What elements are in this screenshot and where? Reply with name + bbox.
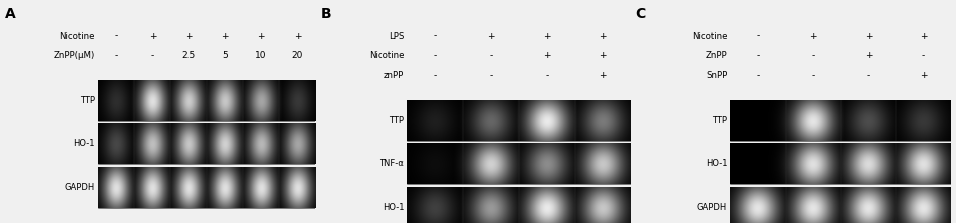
Bar <box>730 187 951 223</box>
Text: GAPDH: GAPDH <box>65 183 95 192</box>
Text: +: + <box>810 31 817 41</box>
Bar <box>407 100 631 141</box>
Text: -: - <box>756 31 760 41</box>
Text: -: - <box>756 52 760 60</box>
Text: HO-1: HO-1 <box>74 139 95 148</box>
Text: -: - <box>812 71 815 80</box>
Text: C: C <box>636 7 646 21</box>
Text: +: + <box>148 31 156 41</box>
Text: -: - <box>489 71 492 80</box>
Text: +: + <box>920 31 927 41</box>
Text: SnPP: SnPP <box>706 71 728 80</box>
Text: 5: 5 <box>222 52 228 60</box>
Text: 2.5: 2.5 <box>182 52 196 60</box>
Text: +: + <box>221 31 228 41</box>
Text: +: + <box>599 71 607 80</box>
Bar <box>407 143 631 184</box>
Text: 10: 10 <box>255 52 267 60</box>
Text: -: - <box>115 52 118 60</box>
Text: znPP: znPP <box>384 71 404 80</box>
Text: TTP: TTP <box>80 96 95 105</box>
Text: +: + <box>599 52 607 60</box>
Text: A: A <box>5 7 15 21</box>
Text: +: + <box>543 31 551 41</box>
Text: +: + <box>599 31 607 41</box>
Text: -: - <box>546 71 549 80</box>
Bar <box>407 187 631 223</box>
Bar <box>98 124 315 164</box>
Text: TTP: TTP <box>712 116 728 125</box>
Text: GAPDH: GAPDH <box>697 203 728 212</box>
Text: +: + <box>920 71 927 80</box>
Text: Nicotine: Nicotine <box>692 31 728 41</box>
Text: B: B <box>320 7 331 21</box>
Text: -: - <box>867 71 870 80</box>
Text: Nicotine: Nicotine <box>369 52 404 60</box>
Text: TTP: TTP <box>389 116 404 125</box>
Text: -: - <box>756 71 760 80</box>
Text: +: + <box>864 31 872 41</box>
Text: +: + <box>543 52 551 60</box>
Text: 20: 20 <box>292 52 303 60</box>
Text: -: - <box>489 52 492 60</box>
Text: +: + <box>257 31 265 41</box>
Bar <box>98 167 315 208</box>
Text: +: + <box>864 52 872 60</box>
Text: -: - <box>812 52 815 60</box>
Text: Nicotine: Nicotine <box>59 31 95 41</box>
Text: -: - <box>115 31 118 41</box>
Bar <box>730 143 951 184</box>
Text: LPS: LPS <box>389 31 404 41</box>
Text: -: - <box>434 71 437 80</box>
Bar <box>98 80 315 121</box>
Text: HO-1: HO-1 <box>706 159 728 168</box>
Text: +: + <box>293 31 301 41</box>
Text: -: - <box>434 52 437 60</box>
Text: -: - <box>151 52 154 60</box>
Text: TNF-α: TNF-α <box>380 159 404 168</box>
Text: HO-1: HO-1 <box>382 203 404 212</box>
Text: +: + <box>185 31 192 41</box>
Text: -: - <box>434 31 437 41</box>
Text: ZnPP: ZnPP <box>706 52 728 60</box>
Text: +: + <box>488 31 495 41</box>
Text: ZnPP(μM): ZnPP(μM) <box>54 52 95 60</box>
Text: -: - <box>922 52 925 60</box>
Bar <box>730 100 951 141</box>
